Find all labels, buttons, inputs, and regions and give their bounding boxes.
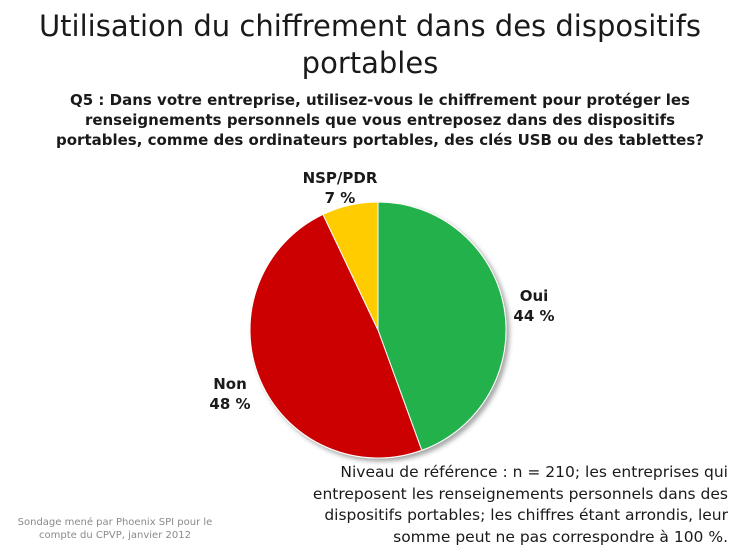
slice-value: 48 % (209, 395, 251, 413)
source-credit: Sondage mené par Phoenix SPI pour le com… (17, 517, 213, 541)
pie-slice-oui (377, 201, 507, 451)
base-note: Niveau de référence : n = 210; les entre… (312, 463, 728, 546)
pie-slice-nsp-pdr (322, 201, 379, 331)
slice-label-non: Non 48 % (190, 374, 270, 414)
pie-slice-non (249, 213, 423, 459)
slice-name: Non (213, 375, 247, 393)
survey-question: Q5 : Dans votre entreprise, utilisez-vou… (56, 91, 704, 149)
slice-value: 7 % (324, 189, 356, 207)
slice-name: Oui (519, 287, 549, 305)
slice-value: 44 % (513, 307, 555, 325)
slice-label-oui: Oui 44 % (494, 286, 574, 326)
slice-name: NSP/PDR (302, 169, 378, 187)
chart-title: Utilisation du chiffrement dans des disp… (38, 9, 702, 80)
slice-label-nsp-pdr: NSP/PDR 7 % (290, 168, 390, 208)
